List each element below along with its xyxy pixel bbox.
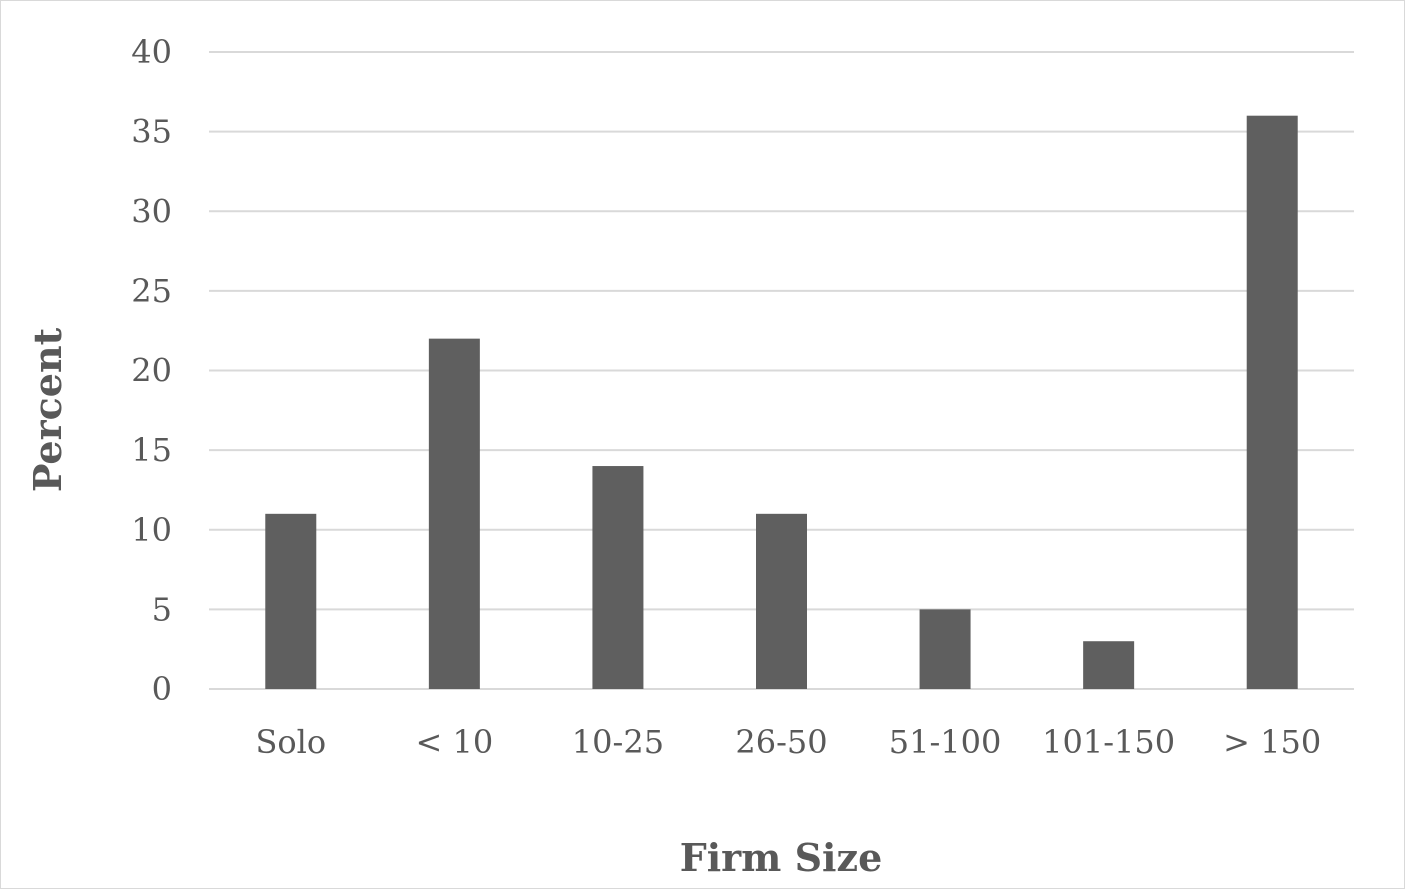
y-axis-title: Percent xyxy=(25,327,70,492)
x-tick-label: 101-150 xyxy=(1042,723,1175,761)
x-tick-label: Solo xyxy=(255,723,326,761)
x-axis-title: Firm Size xyxy=(680,835,883,880)
bar-1 xyxy=(428,338,480,689)
y-tick-label: 10 xyxy=(131,511,172,549)
bar-0 xyxy=(265,513,317,689)
x-tick-label: 51-100 xyxy=(889,723,1002,761)
y-tick-label: 5 xyxy=(152,590,172,628)
bars xyxy=(265,115,1298,689)
x-tick-label: 10-25 xyxy=(572,723,664,761)
y-tick-label: 35 xyxy=(131,113,172,151)
x-tick-label: 26-50 xyxy=(735,723,827,761)
y-tick-label: 25 xyxy=(131,272,172,310)
y-tick-label: 0 xyxy=(152,670,172,708)
bar-3 xyxy=(756,513,807,689)
x-tick-labels: Solo < 10 10-25 26-50 51-100 101-150 > 150 xyxy=(255,723,1321,761)
y-tick-label: 20 xyxy=(131,352,172,390)
bar-4 xyxy=(919,609,971,689)
y-tick-label: 40 xyxy=(131,33,172,71)
y-tick-labels: 0 5 10 15 20 25 30 35 40 xyxy=(131,33,172,708)
bar-6 xyxy=(1246,115,1298,689)
y-tick-label: 30 xyxy=(131,192,172,230)
y-tick-label: 15 xyxy=(131,431,172,469)
gridlines xyxy=(209,51,1354,690)
x-tick-label: < 10 xyxy=(416,723,494,761)
bar-2 xyxy=(592,466,644,689)
bar-5 xyxy=(1083,641,1135,689)
x-tick-label: > 150 xyxy=(1223,723,1321,761)
